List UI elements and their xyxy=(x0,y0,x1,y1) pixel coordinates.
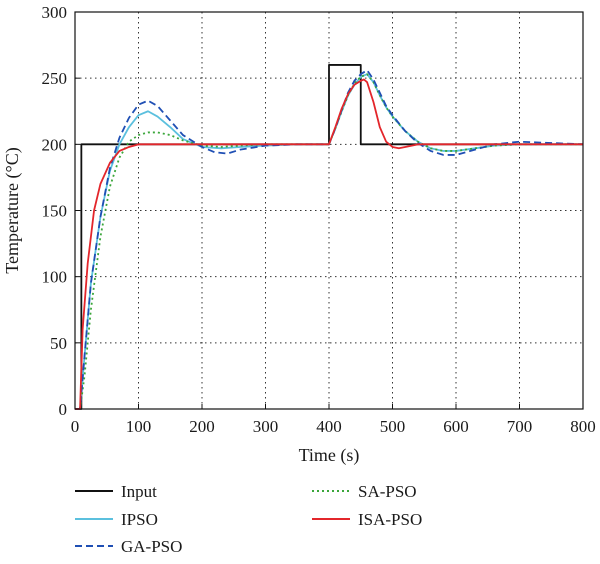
y-tick-label: 100 xyxy=(42,268,68,287)
legend-label-sa-pso: SA-PSO xyxy=(358,482,417,501)
x-tick-label: 500 xyxy=(380,417,406,436)
legend-label-isa-pso: ISA-PSO xyxy=(358,510,422,529)
legend-label-ga-pso: GA-PSO xyxy=(121,537,182,556)
x-tick-label: 600 xyxy=(443,417,469,436)
x-tick-label: 800 xyxy=(570,417,596,436)
y-tick-label: 0 xyxy=(59,400,68,419)
x-tick-label: 700 xyxy=(507,417,533,436)
y-tick-label: 250 xyxy=(42,69,68,88)
legend-label-ipso: IPSO xyxy=(121,510,158,529)
y-tick-label: 200 xyxy=(42,135,68,154)
x-tick-label: 200 xyxy=(189,417,215,436)
x-tick-label: 300 xyxy=(253,417,279,436)
legend: Input IPSO GA-PSO SA-PSO ISA-PSO xyxy=(75,482,422,556)
y-tick-label: 300 xyxy=(42,3,68,22)
y-tick-label: 50 xyxy=(50,334,67,353)
x-axis-title: Time (s) xyxy=(299,445,360,466)
legend-label-input: Input xyxy=(121,482,157,501)
y-axis-ticks: 0 50 100 150 200 250 300 xyxy=(42,3,80,419)
y-axis-title: Temperature (°C) xyxy=(2,147,23,273)
x-axis-ticks: 0 100 200 300 400 500 600 700 800 xyxy=(71,404,596,436)
x-tick-label: 400 xyxy=(316,417,342,436)
x-tick-label: 0 xyxy=(71,417,80,436)
x-tick-label: 100 xyxy=(126,417,152,436)
series-line-ga-pso xyxy=(75,69,584,410)
series-line-isa-pso xyxy=(75,78,583,410)
y-tick-label: 150 xyxy=(42,202,68,221)
series-layer xyxy=(75,64,584,410)
